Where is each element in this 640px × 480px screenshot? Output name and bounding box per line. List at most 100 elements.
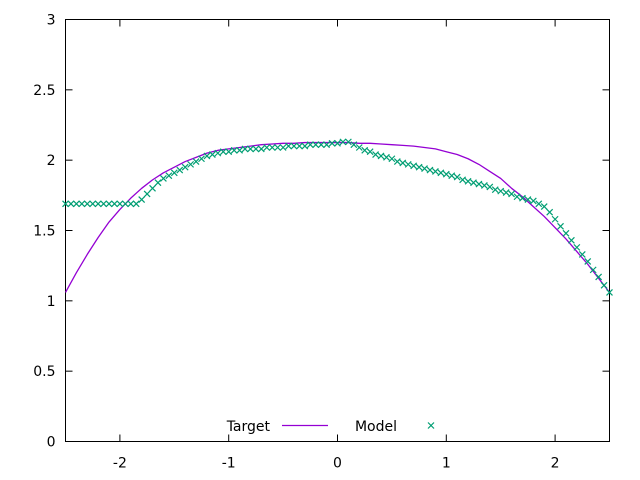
- data-point-model: [350, 141, 358, 149]
- marker-stroke: [306, 141, 314, 149]
- data-point-model: [323, 141, 331, 149]
- marker-stroke: [154, 179, 162, 187]
- data-point-model: [524, 196, 532, 203]
- data-point-model: [404, 160, 412, 168]
- marker-stroke: [470, 179, 477, 187]
- x-tick-label: 1: [442, 456, 451, 472]
- marker-stroke: [187, 160, 195, 168]
- data-point-model: [170, 169, 178, 177]
- marker-stroke: [508, 190, 516, 198]
- marker-stroke: [399, 159, 407, 167]
- marker-stroke: [459, 176, 467, 184]
- marker-stroke: [339, 138, 347, 146]
- marker-stroke: [535, 200, 543, 208]
- data-point-model: [508, 190, 516, 198]
- data-point-model: [584, 258, 592, 265]
- data-point-model: [470, 179, 477, 187]
- data-point-model: [486, 183, 494, 191]
- data-point-model: [578, 250, 586, 258]
- data-point-model: [421, 165, 428, 173]
- data-point-model: [546, 208, 554, 216]
- data-point-model: [334, 139, 341, 147]
- marker-stroke: [83, 200, 91, 208]
- data-point-model: [225, 148, 233, 156]
- data-point-model: [437, 169, 445, 177]
- data-point-model: [83, 200, 91, 208]
- data-point-model: [159, 175, 167, 182]
- marker-stroke: [578, 250, 586, 258]
- data-point-model: [165, 172, 173, 180]
- marker-stroke: [165, 172, 173, 180]
- marker-stroke: [100, 200, 108, 208]
- marker-stroke: [546, 208, 554, 216]
- data-point-model: [236, 146, 244, 154]
- marker-stroke: [606, 288, 613, 296]
- marker-stroke: [323, 141, 331, 149]
- data-point-model: [410, 162, 418, 170]
- data-point-model: [480, 182, 488, 189]
- marker-stroke: [317, 141, 325, 149]
- legend-marker-x: [427, 422, 435, 429]
- data-point-model: [448, 172, 456, 180]
- marker-stroke: [421, 165, 428, 173]
- marker-stroke: [268, 144, 276, 151]
- marker-stroke: [247, 145, 254, 153]
- marker-stroke: [149, 184, 156, 192]
- marker-stroke: [388, 155, 396, 163]
- marker-stroke: [138, 196, 146, 203]
- y-tick-label: 2: [47, 153, 56, 169]
- marker-stroke: [573, 243, 581, 251]
- marker-stroke: [426, 166, 434, 174]
- x-tick-label: 0: [333, 456, 342, 472]
- data-point-model: [383, 153, 390, 161]
- marker-stroke: [513, 193, 521, 201]
- y-axis-ticks: 0 0.5 1 1.5 2 2.5 3: [33, 13, 610, 451]
- data-point-model: [361, 146, 369, 154]
- data-point-model: [519, 194, 526, 202]
- y-tick-label: 0.5: [33, 364, 55, 380]
- data-point-model: [290, 142, 298, 150]
- data-point-model: [116, 200, 124, 208]
- marker-stroke: [181, 163, 189, 171]
- data-point-model: [426, 166, 434, 174]
- marker-stroke: [192, 158, 200, 165]
- data-point-model: [268, 144, 276, 151]
- data-point-model: [551, 215, 559, 223]
- marker-stroke: [263, 144, 271, 151]
- data-point-model: [62, 200, 69, 208]
- marker-stroke: [529, 197, 537, 205]
- data-point-model: [154, 179, 162, 187]
- data-point-model: [127, 200, 135, 208]
- marker-stroke: [361, 146, 369, 154]
- marker-stroke: [600, 281, 608, 289]
- marker-stroke: [427, 422, 435, 429]
- marker-stroke: [464, 177, 472, 185]
- marker-stroke: [159, 175, 167, 182]
- marker-stroke: [219, 148, 227, 156]
- data-point-model: [453, 173, 461, 181]
- data-point-model: [312, 141, 320, 149]
- marker-stroke: [72, 200, 80, 208]
- marker-stroke: [540, 203, 548, 211]
- data-point-model: [562, 229, 570, 237]
- data-point-model: [306, 141, 314, 149]
- marker-stroke: [78, 200, 86, 208]
- marker-stroke: [230, 146, 238, 154]
- marker-stroke: [431, 167, 439, 175]
- data-point-model: [203, 152, 211, 160]
- data-point-model: [274, 144, 282, 151]
- y-tick-label: 1.5: [33, 224, 55, 240]
- data-point-model: [257, 145, 265, 153]
- marker-stroke: [225, 148, 233, 156]
- data-point-model: [513, 193, 521, 201]
- legend-label-target: Target: [226, 419, 271, 435]
- marker-stroke: [486, 183, 494, 191]
- marker-stroke: [257, 145, 265, 153]
- x-tick-label: 2: [551, 456, 560, 472]
- marker-stroke: [377, 152, 385, 160]
- marker-stroke: [491, 186, 499, 194]
- data-point-model: [464, 177, 472, 185]
- marker-stroke: [121, 200, 129, 208]
- marker-stroke: [350, 141, 358, 149]
- marker-stroke: [274, 144, 282, 151]
